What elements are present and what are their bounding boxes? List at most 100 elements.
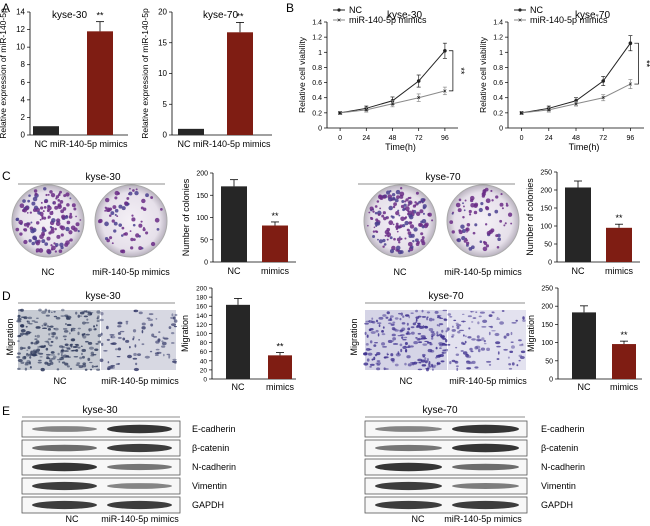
colony-dot [41, 239, 46, 244]
colony-dot [399, 224, 403, 228]
colony-dot [391, 215, 395, 219]
cell-dot [48, 360, 53, 362]
colony-dot [43, 216, 47, 220]
cell-dot [417, 332, 422, 335]
cell-dot [426, 316, 429, 318]
cell-dot [496, 316, 499, 319]
colony-dot [484, 223, 488, 226]
colony-dot [495, 234, 499, 238]
colony-dot [15, 217, 20, 222]
chart-d-kyse30: 0 20 40 60 80 100 120 140 160 180 200 Migration ** NC… [180, 286, 296, 392]
colony-dot [26, 225, 30, 228]
cell-dot [29, 366, 32, 369]
cell-dot [48, 358, 53, 361]
cell-dot [450, 335, 454, 338]
cell-dot [26, 353, 29, 355]
y-tick-label: 0 [203, 377, 207, 384]
colony-dot [480, 202, 484, 206]
cell-dot [419, 361, 422, 364]
cell-dot [470, 350, 474, 353]
protein-label: Vimentin [192, 481, 227, 491]
cell-dot [413, 341, 419, 345]
cell-dot [491, 311, 495, 313]
cell-dot [436, 331, 439, 335]
cell-dot [81, 352, 83, 356]
colony-dot [395, 210, 400, 216]
cell-dot [57, 352, 60, 356]
x-category-label: NC [572, 266, 585, 276]
cell-dot [17, 317, 22, 321]
cell-dot [141, 326, 146, 330]
cell-dot [426, 317, 429, 321]
colony-dot [374, 211, 378, 215]
protein-label: E-cadherin [192, 424, 236, 434]
colony-dot [427, 213, 431, 216]
cell-dot [370, 331, 376, 334]
x-tick-label: 72 [415, 135, 423, 142]
x-category-label: mimics [610, 382, 638, 392]
cell-dot [388, 322, 392, 325]
cell-dot [455, 365, 459, 367]
cell-dot [415, 309, 419, 313]
panel-e-right-mimic-label: miR-140-5p mimics [444, 514, 522, 524]
cell-dot [23, 355, 27, 359]
y-tick-label: 200 [541, 304, 553, 311]
colony-dot [150, 241, 156, 247]
colony-dot [464, 237, 468, 240]
cell-dot [503, 335, 507, 339]
cell-dot [81, 348, 87, 352]
cell-dot [422, 343, 428, 346]
panel-d-left-nc-label: NC [54, 376, 67, 386]
cell-dot [392, 321, 396, 324]
cell-dot [390, 323, 395, 326]
cell-dot [125, 321, 129, 325]
colony-dot [51, 245, 56, 251]
cell-dot [41, 324, 44, 327]
colony-dot [484, 187, 489, 192]
cell-dot [367, 352, 373, 356]
cell-dot [35, 317, 39, 320]
cell-dot [96, 320, 100, 322]
colony-dot [463, 239, 467, 243]
colony-dot [399, 236, 401, 239]
colony-dot [455, 202, 461, 208]
cell-dot [471, 360, 476, 364]
cell-dot [81, 321, 86, 325]
colony-dot [64, 215, 69, 219]
cell-dot [369, 340, 373, 344]
cell-dot [166, 353, 171, 356]
cell-dot [406, 332, 411, 335]
colony-dot [18, 219, 24, 225]
colony-dot [499, 219, 503, 223]
colony-dot [409, 196, 412, 200]
y-tick-label: 160 [196, 304, 207, 311]
cell-dot [40, 367, 45, 372]
cell-dot [26, 320, 29, 323]
colony-dot [69, 212, 73, 216]
cell-dot [369, 328, 374, 331]
colony-dot [468, 247, 473, 251]
colony-dot [35, 241, 40, 246]
x-tick-label: 0 [520, 135, 524, 142]
cell-dot [481, 337, 485, 341]
bar-nc [221, 186, 247, 262]
cell-dot [383, 367, 386, 371]
panel-c-kyse30-images: kyse-30 NC miR-140-5p mimics [11, 172, 170, 277]
cell-dot [385, 316, 389, 319]
cell-dot [141, 329, 144, 334]
y-tick-label: 8 [21, 60, 26, 69]
colony-dot [451, 230, 455, 234]
cell-dot [456, 323, 462, 327]
x-category-label: NC [228, 266, 241, 276]
cell-dot [83, 333, 86, 335]
cell-dot [150, 323, 154, 327]
chart-c-kyse70: 0 50 100 150 200 250 Number of colonies ** NC mim… [525, 170, 640, 276]
cell-dot [76, 362, 81, 365]
colony-dot [414, 204, 417, 207]
significance-marker: ** [236, 11, 244, 21]
cell-dot [66, 348, 70, 350]
colony-dot [43, 205, 47, 209]
colony-dot [491, 199, 494, 202]
panel-c-left-nc-label: NC [42, 267, 55, 277]
cell-dot [155, 348, 160, 351]
